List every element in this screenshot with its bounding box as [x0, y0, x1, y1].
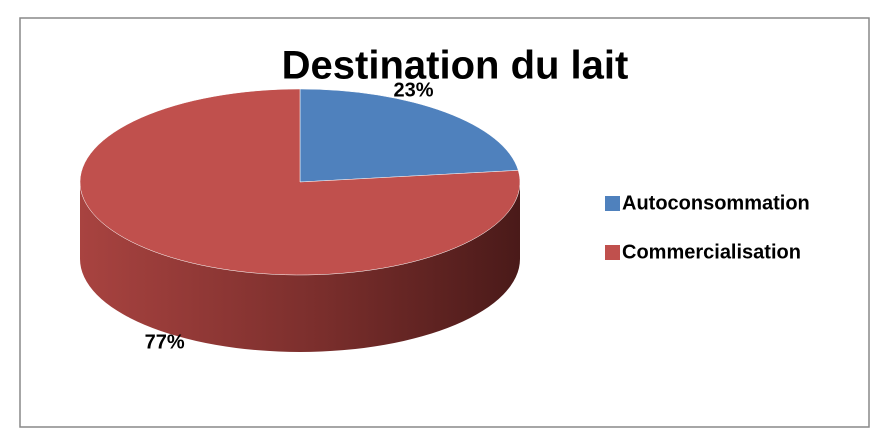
legend-label: Commercialisation: [622, 241, 801, 263]
data-label: 23%: [393, 80, 433, 102]
legend-swatch: [605, 245, 620, 260]
pie-slice: [79, 88, 521, 276]
data-label: 77%: [145, 332, 185, 354]
pie-slice: [299, 88, 519, 183]
legend-label: Autoconsommation: [622, 192, 810, 214]
chart-title: Destination du lait: [282, 44, 629, 88]
legend-swatch: [605, 196, 620, 211]
pie-slice-side: [80, 182, 520, 352]
